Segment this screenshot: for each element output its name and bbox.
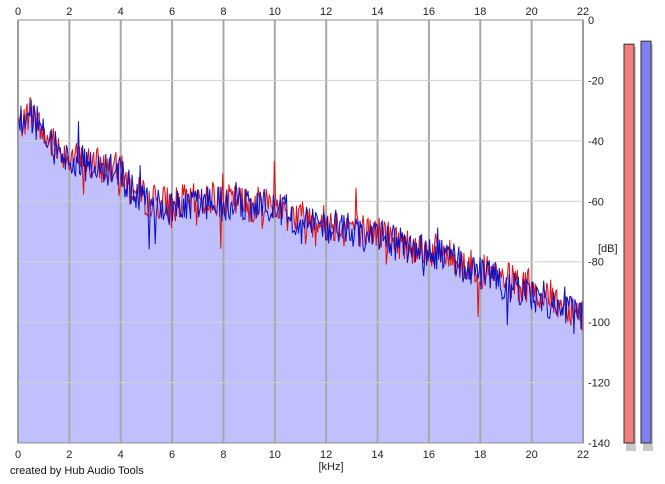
- x-tick-label-top: 18: [474, 6, 486, 18]
- level-meters: [623, 40, 653, 452]
- x-tick-label-bottom: 0: [15, 449, 21, 461]
- y-tick-label: -80: [588, 257, 604, 269]
- x-tick-label-bottom: 16: [423, 449, 435, 461]
- x-tick-label-top: 16: [423, 6, 435, 18]
- y-tick-labels: 0 -20 -40 -60 -80 -100 -120 -140: [588, 15, 610, 450]
- x-tick-label-top: 2: [66, 6, 72, 18]
- x-tick-label-top: 10: [269, 6, 281, 18]
- level-meter-right: [640, 40, 652, 444]
- x-tick-label-bottom: 18: [474, 449, 486, 461]
- x-tick-label-top: 22: [577, 6, 589, 18]
- y-axis-label: [dB]: [598, 243, 618, 255]
- x-tick-label-top: 6: [169, 6, 175, 18]
- y-tick-label: -120: [588, 378, 610, 390]
- x-tick-label-bottom: 14: [371, 449, 383, 461]
- x-tick-label-bottom: 10: [269, 449, 281, 461]
- x-tick-label-top: 12: [320, 6, 332, 18]
- plot-frame: [17, 19, 584, 444]
- y-tick-label: -40: [588, 136, 604, 148]
- x-tick-label-bottom: 8: [220, 449, 226, 461]
- x-tick-label-top: 0: [15, 6, 21, 18]
- x-tick-label-top: 8: [220, 6, 226, 18]
- credit-text: created by Hub Audio Tools: [10, 465, 144, 477]
- x-tick-label-top: 14: [371, 6, 383, 18]
- y-tick-label: 0: [588, 15, 594, 27]
- x-tick-label-bottom: 20: [526, 449, 538, 461]
- x-tick-label-top: 4: [118, 6, 124, 18]
- y-tick-label: -100: [588, 317, 610, 329]
- x-tick-label-bottom: 22: [577, 449, 589, 461]
- y-tick-label: -140: [588, 438, 610, 450]
- series-line-right-channel: [17, 100, 584, 335]
- x-tick-label-bottom: 4: [118, 449, 124, 461]
- x-axis-label: [kHz]: [318, 461, 343, 473]
- y-tick-label: -20: [588, 75, 604, 87]
- x-tick-labels-bottom: 0 2 4 6 8 10 12 14 16 18 20 22: [15, 449, 589, 461]
- x-tick-label-bottom: 6: [169, 449, 175, 461]
- y-tick-label: -60: [588, 196, 604, 208]
- level-meter-left: [623, 43, 635, 444]
- x-tick-label-top: 20: [526, 6, 538, 18]
- spectrum-fill-area: [18, 97, 583, 444]
- x-tick-label-bottom: 12: [320, 449, 332, 461]
- x-tick-labels-top: 0 2 4 6 8 10 12 14 16 18 20 22: [15, 6, 589, 18]
- x-tick-label-bottom: 2: [66, 449, 72, 461]
- series-line-left-channel: [17, 97, 584, 331]
- grid-lines: [17, 19, 584, 444]
